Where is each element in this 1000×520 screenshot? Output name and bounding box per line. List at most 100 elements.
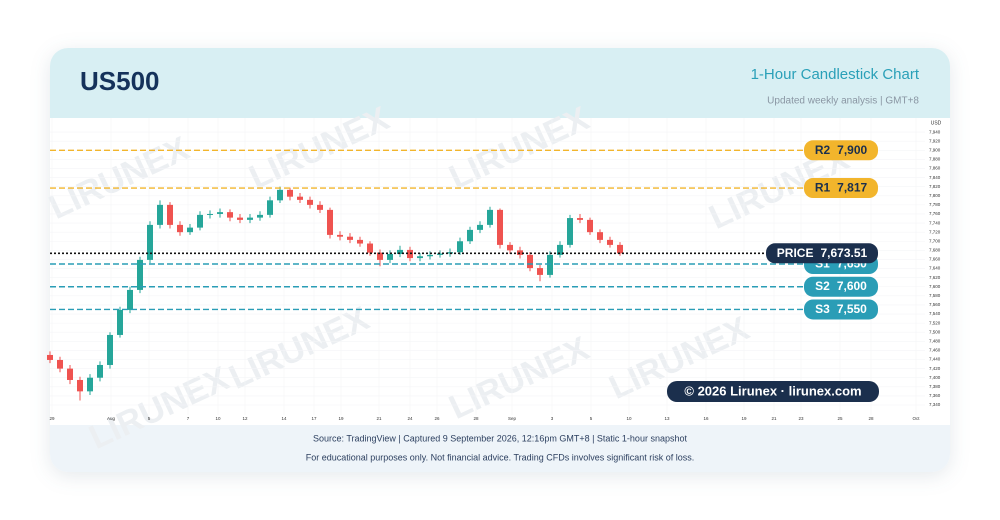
candle-body: [387, 253, 393, 260]
level-name: S2: [815, 279, 830, 293]
candle-body: [207, 213, 213, 215]
candle-body: [97, 364, 103, 378]
copyright-badge: [667, 381, 879, 402]
y-tick-label: 7,740: [929, 220, 941, 225]
y-tick-label: 7,660: [929, 257, 941, 262]
y-tick-label: 7,520: [929, 320, 941, 325]
card: [50, 48, 950, 472]
candle-body: [437, 253, 443, 255]
candle-body: [217, 212, 223, 214]
level-badge: [804, 178, 878, 199]
candle-body: [347, 236, 353, 240]
y-tick-label: 7,700: [929, 238, 941, 243]
x-tick-label: 29: [49, 416, 55, 421]
level-value: 7,673.51: [820, 246, 867, 260]
candle-body: [307, 199, 313, 205]
y-tick-label: 7,860: [929, 166, 941, 171]
candle-body: [77, 379, 83, 392]
y-tick-label: 7,640: [929, 266, 941, 271]
candle-body: [357, 239, 363, 244]
candle-body: [117, 309, 123, 335]
candle-body: [277, 189, 283, 201]
level-name: R2: [815, 143, 831, 157]
update-note: Updated weekly analysis | GMT+8: [767, 96, 919, 107]
y-tick-label: 7,920: [929, 138, 941, 143]
x-tick-label: 19: [741, 416, 747, 421]
candle-body: [237, 217, 243, 220]
y-tick-label: 7,420: [929, 366, 941, 371]
y-tick-label: 7,500: [929, 329, 941, 334]
copyright: © 2026 Lirunex · lirunex.com: [684, 383, 861, 398]
candle-body: [397, 249, 403, 254]
candle-body: [597, 232, 603, 240]
candle-body: [57, 359, 63, 369]
candle-body: [467, 229, 473, 242]
header-band: [50, 48, 950, 118]
candle-body: [457, 241, 463, 253]
y-tick-label: 7,780: [929, 202, 941, 207]
y-tick-label: 7,460: [929, 348, 941, 353]
level-label: S3 7,550: [815, 302, 867, 316]
candle-body: [287, 189, 293, 197]
x-tick-label: 21: [376, 416, 382, 421]
candle-body: [487, 209, 493, 225]
level-name: PRICE: [777, 246, 814, 260]
candle-body: [377, 252, 383, 260]
y-tick-label: 7,900: [929, 147, 941, 152]
disclaimer: For educational purposes only. Not finan…: [306, 452, 695, 462]
candle-body: [47, 354, 53, 360]
x-tick-label: 28: [868, 416, 874, 421]
y-tick-label: 7,840: [929, 175, 941, 180]
y-tick-label: 7,400: [929, 375, 941, 380]
level-badge: [804, 299, 878, 320]
footer-band: [50, 425, 950, 472]
x-tick-label: 25: [837, 416, 843, 421]
candle-body: [267, 200, 273, 215]
x-tick-label: 10: [626, 416, 632, 421]
x-tick-label: 7: [187, 416, 190, 421]
source: Source: TradingView | Captured 9 Septemb…: [313, 433, 687, 443]
y-tick-label: 7,360: [929, 393, 941, 398]
x-tick-label: 17: [311, 416, 317, 421]
x-tick-label: 5: [148, 416, 151, 421]
candle-body: [327, 209, 333, 235]
y-tick-label: 7,820: [929, 184, 941, 189]
card-body: [50, 48, 950, 472]
candle-body: [147, 224, 153, 260]
candle-body: [87, 377, 93, 392]
candle-body: [257, 214, 263, 218]
level-label: PRICE 7,673.51: [777, 246, 868, 260]
x-tick-label: 28: [473, 416, 479, 421]
candle-body: [427, 254, 433, 257]
candle-body: [507, 244, 513, 251]
candle-body: [107, 334, 113, 365]
title: US500: [80, 66, 160, 96]
candle-body: [67, 368, 73, 380]
x-tick-label: 12: [242, 416, 248, 421]
candle-body: [587, 219, 593, 233]
y-tick-label: 7,340: [929, 402, 941, 407]
candle-body: [297, 196, 303, 200]
y-tick-label: 7,620: [929, 275, 941, 280]
level-label: R2 7,900: [815, 143, 868, 157]
candle-body: [617, 244, 623, 254]
candle-body: [187, 227, 193, 233]
candle-body: [607, 239, 613, 245]
y-tick-label: 7,800: [929, 193, 941, 198]
candle-body: [367, 243, 373, 253]
level-name: R1: [815, 181, 831, 195]
y-tick-label: 7,480: [929, 339, 941, 344]
candle-body: [137, 259, 143, 290]
y-tick-label: 7,540: [929, 311, 941, 316]
y-tick-label: 7,440: [929, 357, 941, 362]
level-value: 7,550: [837, 302, 867, 316]
level-value: 7,817: [837, 181, 867, 195]
y-tick-label: 7,680: [929, 248, 941, 253]
candle-body: [527, 254, 533, 269]
y-tick-label: 7,760: [929, 211, 941, 216]
subtitle: 1-Hour Candlestick Chart: [751, 66, 920, 83]
x-tick-label: Oct: [912, 416, 920, 421]
candle-body: [577, 218, 583, 220]
x-tick-label: 5: [590, 416, 593, 421]
